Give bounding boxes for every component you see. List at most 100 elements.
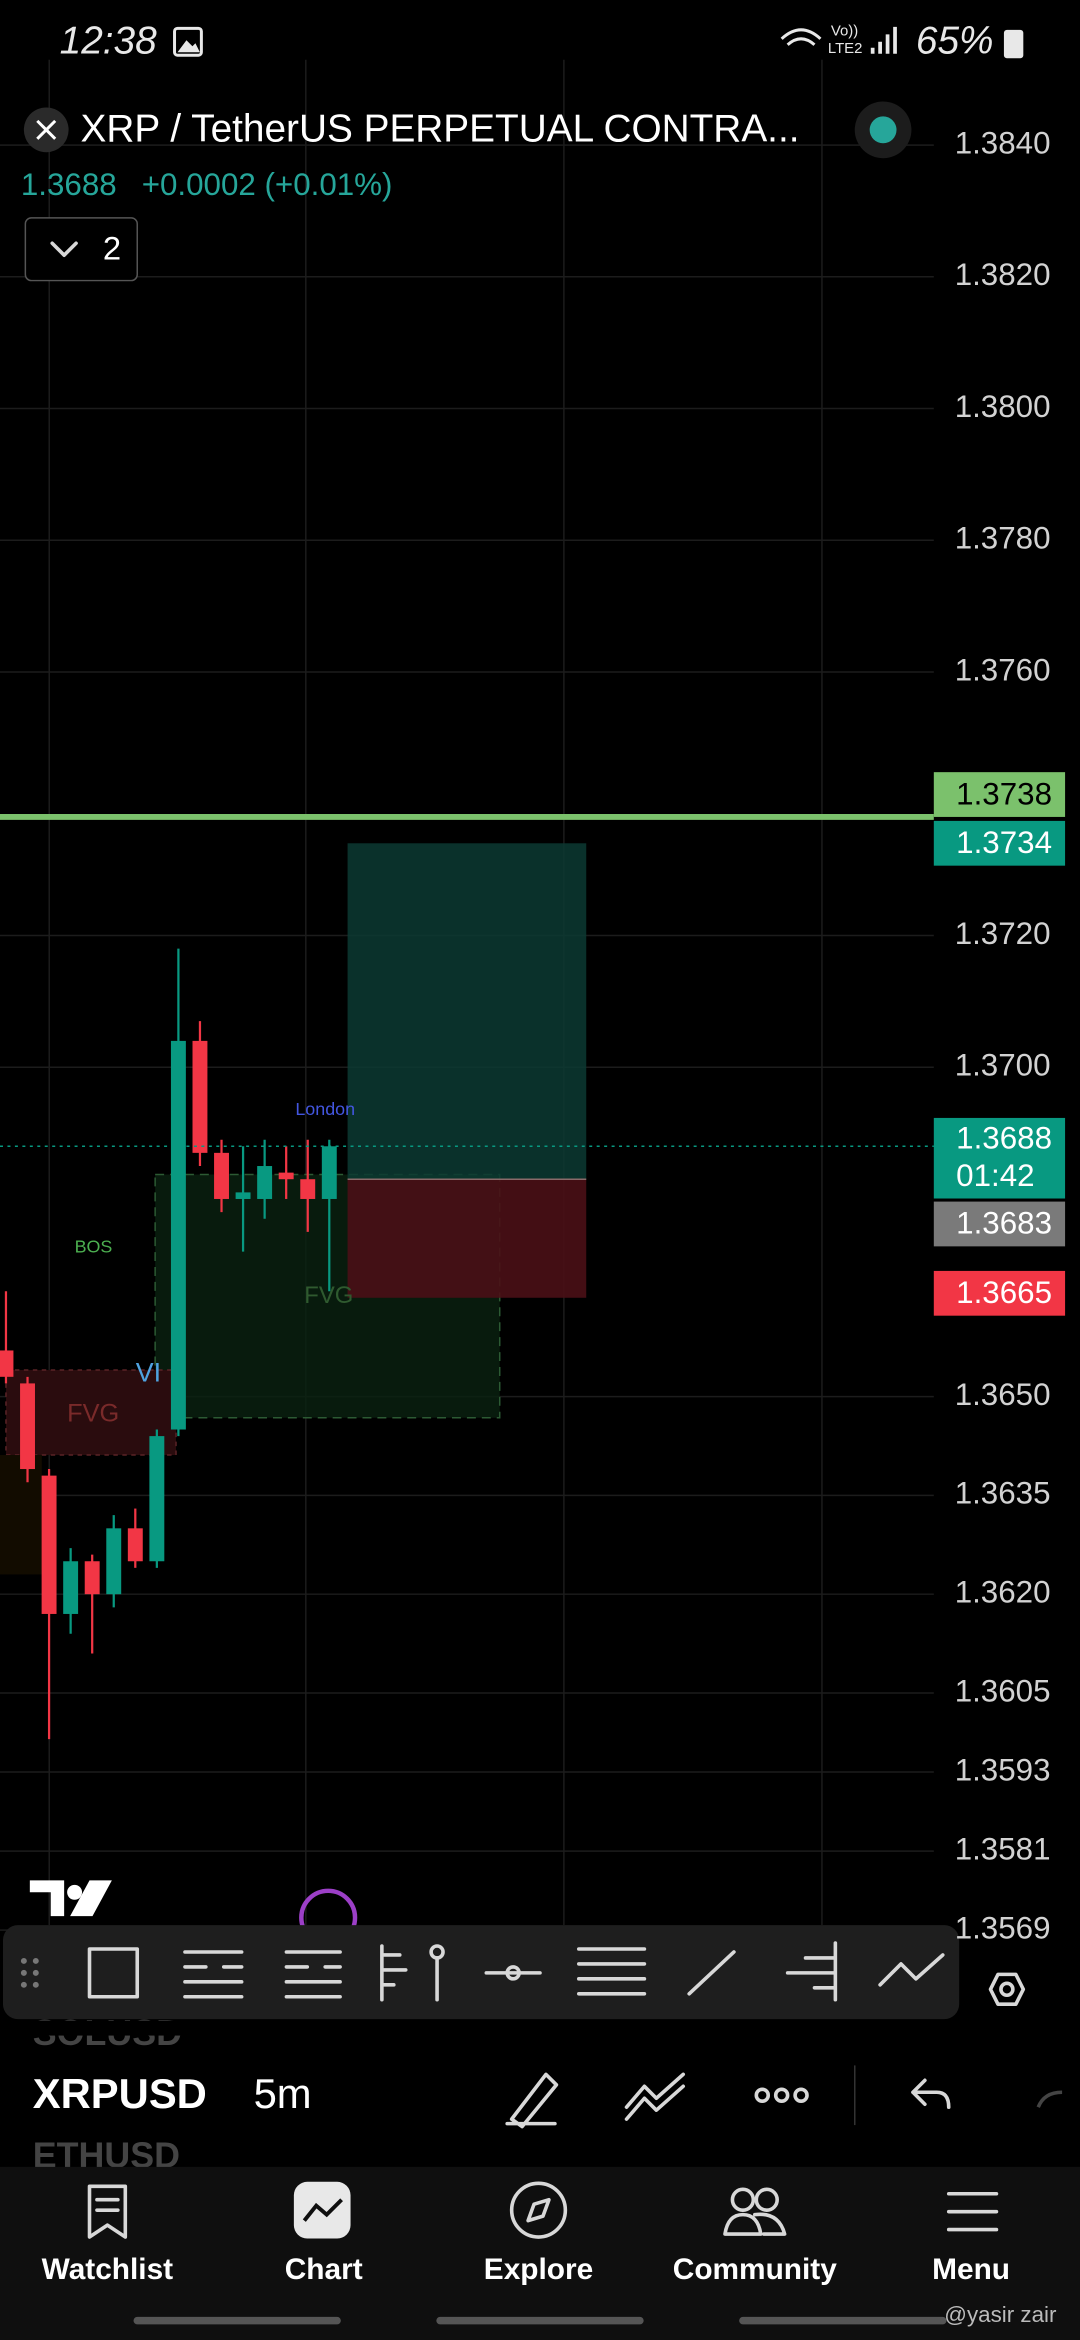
y-tick-label: 1.3700 xyxy=(955,1048,1051,1083)
y-tick-label: 1.3760 xyxy=(955,652,1051,687)
candle-body xyxy=(257,1166,273,1199)
plot xyxy=(0,813,934,1740)
community-icon[interactable] xyxy=(730,2187,756,2212)
candle-body xyxy=(41,1475,57,1614)
redo-icon[interactable] xyxy=(1036,2090,1063,2108)
dot xyxy=(793,2087,809,2104)
y-tick-label: 1.3650 xyxy=(955,1377,1051,1412)
last-price: 1.3688 xyxy=(21,167,117,202)
status-dot xyxy=(869,116,897,144)
countdown: 01:42 xyxy=(956,1158,1034,1193)
explore-icon[interactable] xyxy=(509,2181,568,2239)
candle-body xyxy=(300,1179,316,1199)
indicators-toggle[interactable] xyxy=(24,217,138,282)
nav-label[interactable]: Watchlist xyxy=(42,2253,174,2286)
candle-body xyxy=(0,1350,14,1377)
chevron xyxy=(50,241,78,257)
dot xyxy=(773,2087,790,2104)
chart-icon xyxy=(302,2198,343,2222)
position-tool[interactable] xyxy=(284,1950,342,1999)
indicators-count: 2 xyxy=(103,229,121,266)
battery-level: 65% xyxy=(916,20,994,63)
toolbar-icons xyxy=(20,1941,945,2002)
rect-tool[interactable] xyxy=(87,1947,140,1999)
close-icon xyxy=(36,119,57,140)
price-tag xyxy=(933,1117,1066,1199)
pattern-tool[interactable] xyxy=(380,1944,439,2002)
price-tag-label: 1.3688 xyxy=(956,1121,1052,1156)
price-tag-label: 1.3665 xyxy=(956,1275,1052,1310)
candle-body xyxy=(192,1040,208,1153)
line-tool[interactable] xyxy=(687,1950,736,1996)
candle-body xyxy=(235,1192,251,1199)
fvg-label: FVG xyxy=(67,1399,119,1427)
candle-body xyxy=(149,1436,165,1562)
candle-body xyxy=(127,1528,143,1562)
drag-handle[interactable] xyxy=(20,1957,39,1988)
symbol-title: XRP / TetherUS PERPETUAL CONTRA... xyxy=(81,108,800,151)
fib-tool[interactable] xyxy=(183,1950,244,1999)
candle-body xyxy=(278,1172,294,1180)
dot xyxy=(754,2087,771,2104)
session-label: London xyxy=(295,1099,355,1119)
watchlist-icon[interactable] xyxy=(87,2184,128,2239)
y-tick-label: 1.3780 xyxy=(955,521,1051,556)
settings-icon[interactable] xyxy=(988,1972,1026,2007)
pattern-tool xyxy=(429,1944,445,1960)
gallery-icon xyxy=(173,26,203,57)
price-tag-label: 1.3683 xyxy=(956,1206,1052,1241)
price-tag-label: 1.3734 xyxy=(956,825,1052,860)
undo-icon[interactable] xyxy=(911,2078,951,2109)
profit-zone xyxy=(347,843,587,1180)
y-tick-label: 1.3569 xyxy=(955,1910,1051,1945)
volte: Vo)) xyxy=(831,22,858,39)
settings-icon xyxy=(999,1981,1015,1998)
battery-icon xyxy=(1003,29,1024,59)
candle-body xyxy=(214,1152,229,1199)
current-symbol[interactable]: XRPUSD xyxy=(33,2070,207,2117)
zone xyxy=(0,1455,42,1575)
indicators-icon[interactable] xyxy=(624,2072,685,2121)
clip xyxy=(0,2020,493,2036)
candle-body xyxy=(20,1383,35,1470)
nav-label[interactable]: Menu xyxy=(932,2253,1010,2286)
price-change: +0.0002 (+0.01%) xyxy=(142,167,393,202)
vi-label: VI xyxy=(136,1358,161,1388)
y-tick-label: 1.3720 xyxy=(955,916,1051,951)
nav-label[interactable]: Explore xyxy=(484,2253,593,2286)
y-tick-label: 1.3840 xyxy=(955,125,1051,160)
y-tick-label: 1.3635 xyxy=(955,1476,1051,1511)
price-tag xyxy=(933,772,1066,817)
wifi-icon xyxy=(780,28,822,46)
more-icon[interactable] xyxy=(754,2087,809,2104)
candle-body xyxy=(63,1561,79,1614)
tv-logo xyxy=(67,1884,83,1900)
nav-label[interactable]: Chart xyxy=(285,2253,363,2286)
price-tag xyxy=(933,1201,1066,1247)
gallery-icon xyxy=(177,40,200,53)
y-tick-label: 1.3593 xyxy=(955,1752,1051,1787)
candle-body xyxy=(170,1040,186,1430)
candle-body xyxy=(84,1561,100,1595)
interval[interactable]: 5m xyxy=(254,2070,312,2117)
menu-icon[interactable] xyxy=(946,2191,999,2232)
y-tick-label: 1.3820 xyxy=(955,257,1051,292)
bottom-nav xyxy=(0,2166,1080,2340)
fvg-label: FVG xyxy=(304,1282,353,1309)
y-tick-label: 1.3581 xyxy=(955,1831,1051,1866)
watermark: @yasir zair xyxy=(944,2302,1057,2327)
annotations: London BOS VI FVG FVG xyxy=(67,1099,355,1427)
channel-tool[interactable] xyxy=(576,1947,647,1996)
nav-label[interactable]: Community xyxy=(673,2253,837,2286)
profile-tool[interactable] xyxy=(785,1941,838,2002)
community-icon xyxy=(723,2212,787,2236)
network-type: LTE2 xyxy=(828,40,863,57)
path-tool[interactable] xyxy=(878,1953,945,1987)
price-tag-label: 1.3738 xyxy=(956,776,1052,811)
bos-label: BOS xyxy=(75,1236,113,1256)
clock: 12:38 xyxy=(60,20,157,63)
price-tag xyxy=(933,820,1066,866)
draw-icon[interactable] xyxy=(505,2072,559,2129)
